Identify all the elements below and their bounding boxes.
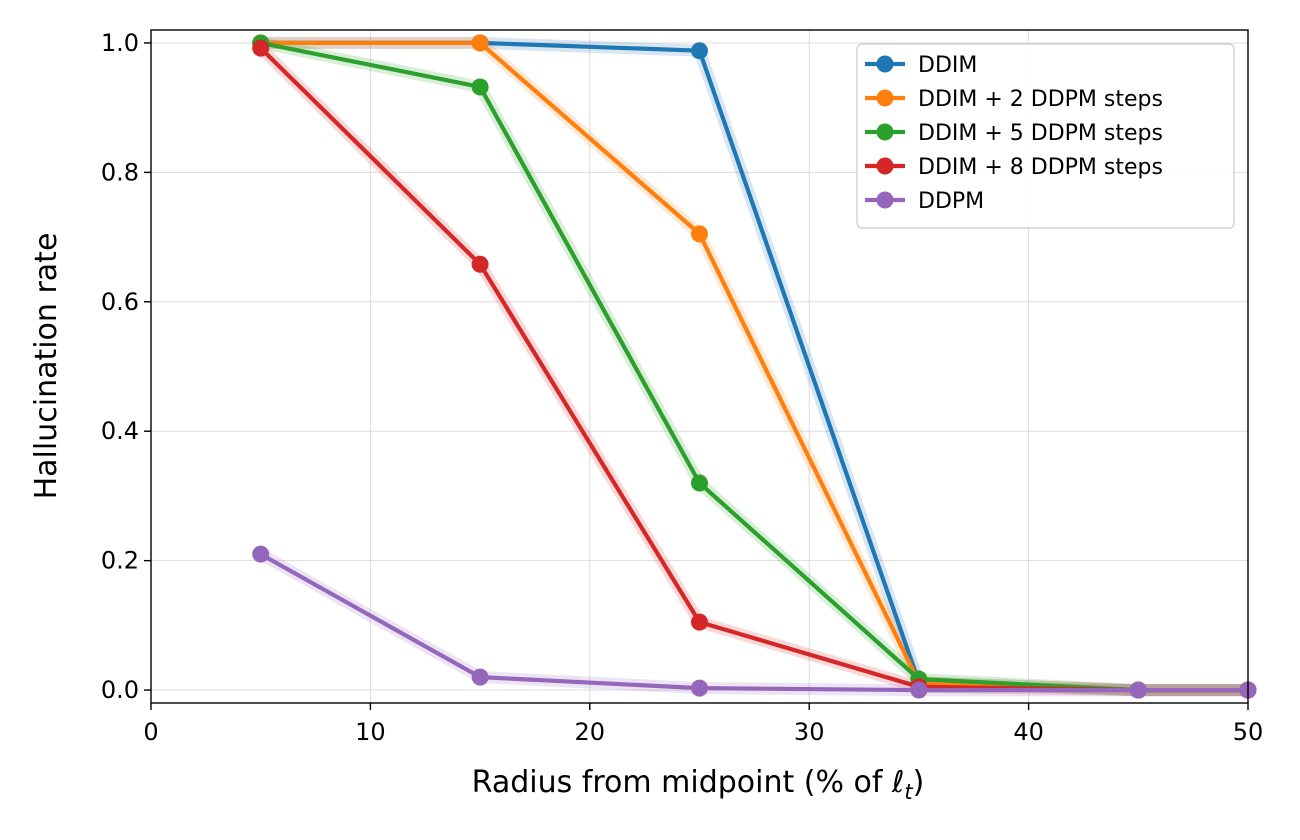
point-ddim-8-ddpm-steps [691,613,708,631]
point-ddim [691,42,708,60]
legend-marker-ddim-2-ddpm-steps [876,89,894,107]
legend-label-ddim-5-ddpm-steps: DDIM + 5 DDPM steps [918,121,1163,146]
point-ddpm [910,681,928,699]
point-ddim-2-ddpm-steps [691,225,708,243]
legend-label-ddim-2-ddpm-steps: DDIM + 2 DDPM steps [918,87,1163,112]
legend-marker-ddim-8-ddpm-steps [876,157,894,175]
y-tick-label: 0.2 [101,547,139,575]
legend-marker-ddim [876,55,894,73]
point-ddim-8-ddpm-steps [252,39,270,57]
point-ddim-2-ddpm-steps [471,34,489,52]
x-tick-label: 30 [794,718,825,746]
y-axis-title: Hallucination rate [29,233,64,500]
y-tick-label: 1.0 [101,29,139,57]
y-tick-label: 0.0 [101,676,139,704]
legend: DDIM DDIM + 2 DDPM steps DDIM + 5 DDPM ste… [856,43,1235,229]
x-tick-label: 40 [1013,718,1044,746]
point-ddim-5-ddpm-steps [471,78,489,96]
point-ddpm [1129,681,1147,699]
legend-label-ddim-8-ddpm-steps: DDIM + 8 DDPM steps [918,155,1163,180]
x-tick-label: 20 [575,718,606,746]
legend-box [856,43,1235,229]
tick-labels: 0 10 20 30 40 50 0.0 0.2 0.4 0.6 0.8 1.0 [101,29,1263,746]
point-ddim-5-ddpm-steps [691,474,708,492]
line-ddpm [258,552,1251,693]
series-lines [252,34,1257,699]
x-tick-label: 0 [143,718,158,746]
y-tick-label: 0.8 [101,158,139,186]
x-axis-title: Radius from midpoint (% of ℓt) [472,765,925,804]
legend-label-ddim: DDIM [918,53,977,78]
point-ddpm [471,668,489,686]
legend-marker-ddpm [876,191,894,209]
legend-marker-ddim-5-ddpm-steps [876,123,894,141]
point-ddpm [252,545,270,563]
y-tick-label: 0.6 [101,288,139,316]
x-tick-label: 10 [355,718,386,746]
point-ddpm [691,679,708,697]
axes [144,29,1249,710]
legend-label-ddpm: DDPM [918,189,984,214]
y-tick-label: 0.4 [101,417,139,445]
point-ddim-8-ddpm-steps [471,255,489,273]
x-tick-label: 50 [1233,718,1264,746]
plot-frame [150,29,1249,704]
band-ddpm [257,548,1248,697]
